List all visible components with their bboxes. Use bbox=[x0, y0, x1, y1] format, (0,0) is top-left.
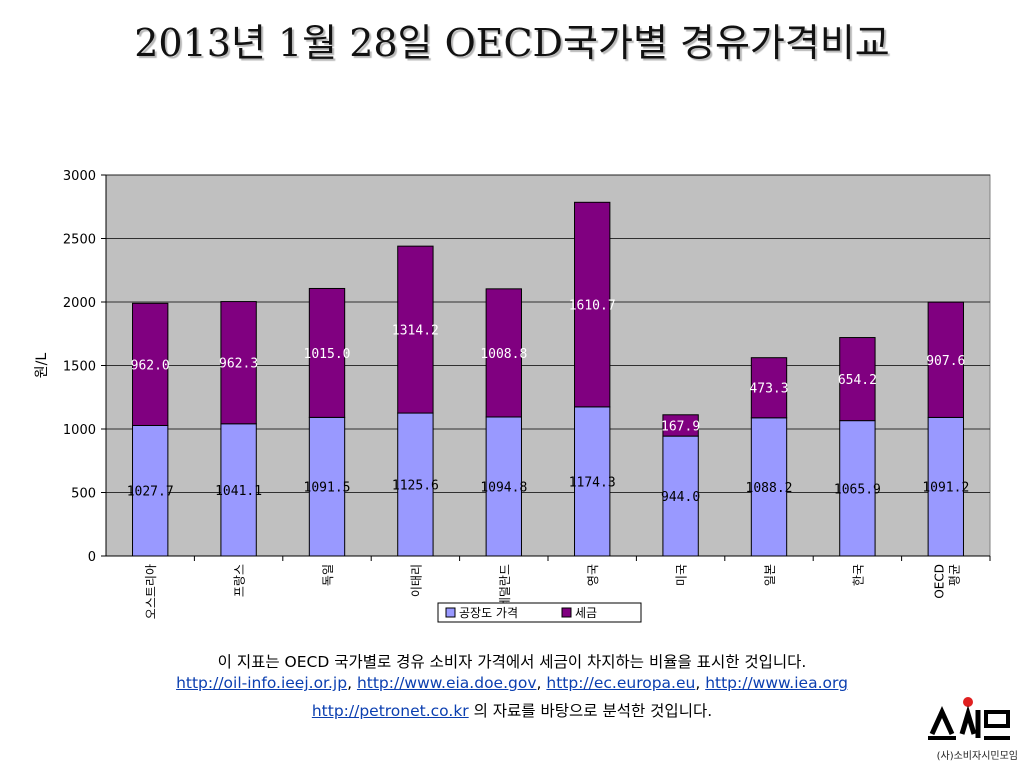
bar-factory-price bbox=[220, 423, 257, 557]
footer-suffix: 의 자료를 바탕으로 분석한 것입니다. bbox=[468, 702, 713, 720]
legend-swatch-tax bbox=[561, 607, 572, 618]
x-tick-label: OECD bbox=[932, 564, 946, 599]
x-tick-label: 이태리 bbox=[409, 564, 423, 597]
data-label: 962.0 bbox=[131, 358, 170, 373]
legend-swatch-factory-price bbox=[445, 607, 456, 618]
footer-sources-2: http://petronet.co.kr 의 자료를 바탕으로 분석한 것입니… bbox=[0, 699, 1024, 721]
source-separator: , bbox=[536, 674, 547, 692]
source-link-oil-info[interactable]: http://oil-info.ieej.or.jp bbox=[176, 674, 348, 692]
data-label: 1094.8 bbox=[480, 480, 527, 495]
bar-tax bbox=[132, 302, 169, 426]
data-label: 962.3 bbox=[219, 357, 258, 372]
x-tick-label: 평균 bbox=[947, 564, 961, 586]
bar-factory-price bbox=[397, 412, 434, 557]
legend-label: 세금 bbox=[575, 606, 597, 620]
bar-tax bbox=[662, 414, 699, 437]
data-label: 944.0 bbox=[661, 490, 700, 505]
data-label: 1041.1 bbox=[215, 484, 262, 499]
data-label: 1314.2 bbox=[392, 324, 439, 339]
data-label: 167.9 bbox=[661, 419, 700, 434]
bar-tax bbox=[927, 301, 964, 418]
bar-factory-price bbox=[750, 417, 788, 557]
y-tick-label: 2000 bbox=[63, 296, 96, 311]
x-tick-label: 프랑스 bbox=[233, 564, 247, 597]
x-tick-label: 독일 bbox=[321, 564, 335, 586]
y-axis-label: 원/L bbox=[34, 353, 50, 379]
x-tick-label: 영국 bbox=[586, 564, 600, 586]
source-link-petronet[interactable]: http://petronet.co.kr bbox=[311, 702, 469, 720]
y-tick-label: 1000 bbox=[63, 423, 96, 438]
legend-label: 공장도 가격 bbox=[459, 606, 518, 620]
bar-tax bbox=[750, 357, 788, 419]
data-label: 1027.7 bbox=[127, 485, 174, 500]
y-tick-label: 500 bbox=[71, 487, 96, 502]
y-tick-label: 2500 bbox=[63, 233, 96, 248]
bar-tax bbox=[839, 337, 876, 422]
footer-sources: http://oil-info.ieej.or.jp, http://www.e… bbox=[0, 674, 1024, 692]
source-link-ec-europa[interactable]: http://ec.europa.eu bbox=[546, 674, 696, 692]
data-label: 1125.6 bbox=[392, 479, 439, 494]
bar-factory-price bbox=[308, 416, 346, 557]
organization-name: (사)소비자시민모임 bbox=[936, 751, 1018, 762]
data-label: 1610.7 bbox=[569, 299, 616, 314]
bar-tax bbox=[220, 301, 257, 425]
data-label: 654.2 bbox=[838, 373, 877, 388]
bar-tax bbox=[485, 288, 522, 418]
organization-logo bbox=[918, 694, 1018, 760]
x-tick-label: 일본 bbox=[763, 564, 777, 586]
legend bbox=[437, 602, 642, 623]
data-label: 1091.5 bbox=[304, 481, 351, 496]
data-label: 1088.2 bbox=[746, 481, 793, 496]
x-tick-label: 미국 bbox=[675, 564, 689, 586]
source-separator: , bbox=[347, 674, 357, 692]
bar-tax bbox=[397, 245, 434, 414]
source-link-iea[interactable]: http://www.iea.org bbox=[705, 674, 848, 692]
y-tick-label: 3000 bbox=[63, 169, 96, 184]
y-tick-label: 0 bbox=[88, 550, 96, 565]
source-separator: , bbox=[695, 674, 706, 692]
stacked-bar-chart: 0 500 1000 1500 2000 2500 3000 원/L 1027.7 962.0 오스… bbox=[34, 169, 991, 623]
slide-title: 2013년 1월 28일 OECD국가별 경유가격비교 bbox=[134, 21, 890, 65]
bar-factory-price bbox=[927, 416, 964, 557]
footer-description: 이 지표는 OECD 국가별로 경유 소비자 가격에서 세금이 차지하는 비율을… bbox=[217, 653, 807, 671]
data-label: 1065.9 bbox=[834, 482, 881, 497]
bar-tax bbox=[308, 287, 346, 418]
data-label: 473.3 bbox=[749, 382, 788, 397]
data-label: 1015.0 bbox=[304, 347, 351, 362]
x-tick-label: 네덜란드 bbox=[498, 564, 512, 608]
data-label: 907.6 bbox=[926, 354, 965, 369]
x-tick-label: 한국 bbox=[851, 564, 865, 586]
y-tick-label: 1500 bbox=[63, 360, 96, 375]
x-tick-label: 오스트리아 bbox=[144, 564, 158, 619]
data-label: 1091.2 bbox=[922, 481, 969, 496]
source-link-eia[interactable]: http://www.eia.doe.gov bbox=[356, 674, 537, 692]
data-label: 1008.8 bbox=[480, 347, 527, 362]
data-label: 1174.3 bbox=[569, 475, 616, 490]
bar-tax bbox=[574, 201, 611, 408]
